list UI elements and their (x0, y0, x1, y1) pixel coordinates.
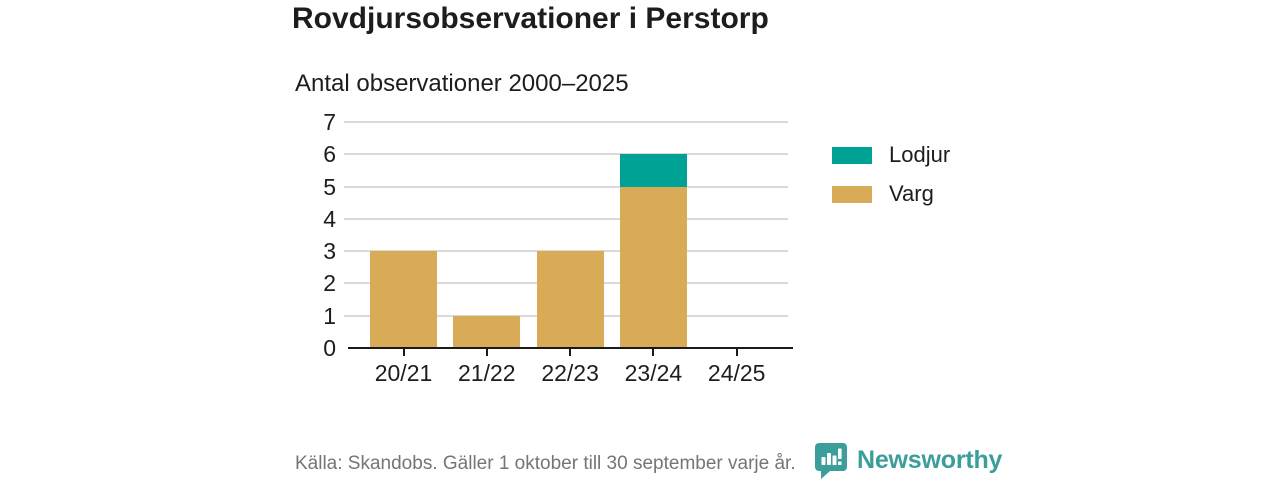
y-tick-label: 6 (323, 141, 336, 168)
legend-swatch-lodjur (832, 146, 872, 164)
gridline (344, 121, 788, 123)
brand-name: Newsworthy (857, 446, 1003, 474)
legend-item-varg: Varg (832, 181, 950, 207)
legend: Lodjur Varg (832, 142, 950, 220)
x-tick-label: 23/24 (624, 360, 683, 386)
x-axis-tick (402, 349, 405, 356)
y-tick-label: 2 (323, 270, 336, 297)
bar-segment-varg-20-21 (370, 251, 437, 348)
newsworthy-logo-icon (815, 443, 847, 479)
x-axis-tick (652, 349, 655, 356)
plot-area: 0 1 2 3 4 5 6 7 20/21 21/22 22/23 23/24 24/25 (323, 109, 793, 386)
y-tick-label: 5 (323, 173, 336, 200)
x-tick-label: 20/21 (374, 360, 433, 386)
bar-segment-varg-23-24 (619, 186, 687, 348)
bar-segment-varg-22-23 (536, 251, 604, 348)
x-tick-label: 24/25 (707, 360, 766, 386)
x-tick-label: 22/23 (541, 360, 599, 386)
chart-title: Rovdjursobservationer i Perstorp (292, 2, 769, 35)
x-axis-tick (485, 349, 488, 356)
brand-lockup: Newsworthy (814, 442, 1002, 479)
legend-label: Lodjur (889, 142, 951, 167)
bar-segment-lodjur-23-24 (619, 154, 687, 187)
gridline (344, 185, 788, 188)
y-tick-label: 4 (323, 205, 336, 232)
y-tick-label: 3 (323, 238, 336, 265)
legend-item-lodjur: Lodjur (832, 142, 950, 168)
x-axis-tick (735, 349, 738, 356)
y-tick-label: 7 (323, 109, 336, 135)
bar-segment-varg-21-22 (453, 315, 521, 348)
y-tick-label: 0 (323, 335, 336, 361)
gridline (344, 217, 788, 220)
x-axis-line (348, 347, 793, 349)
source-note: Källa: Skandobs. Gäller 1 oktober till 3… (295, 453, 796, 474)
gridline (344, 153, 788, 156)
x-axis-tick (569, 349, 572, 356)
y-tick-label: 1 (323, 302, 336, 329)
legend-label: Varg (889, 181, 934, 206)
chart-subtitle: Antal observationer 2000–2025 (295, 70, 629, 97)
legend-swatch-varg (832, 185, 872, 203)
x-tick-label: 21/22 (458, 360, 516, 386)
